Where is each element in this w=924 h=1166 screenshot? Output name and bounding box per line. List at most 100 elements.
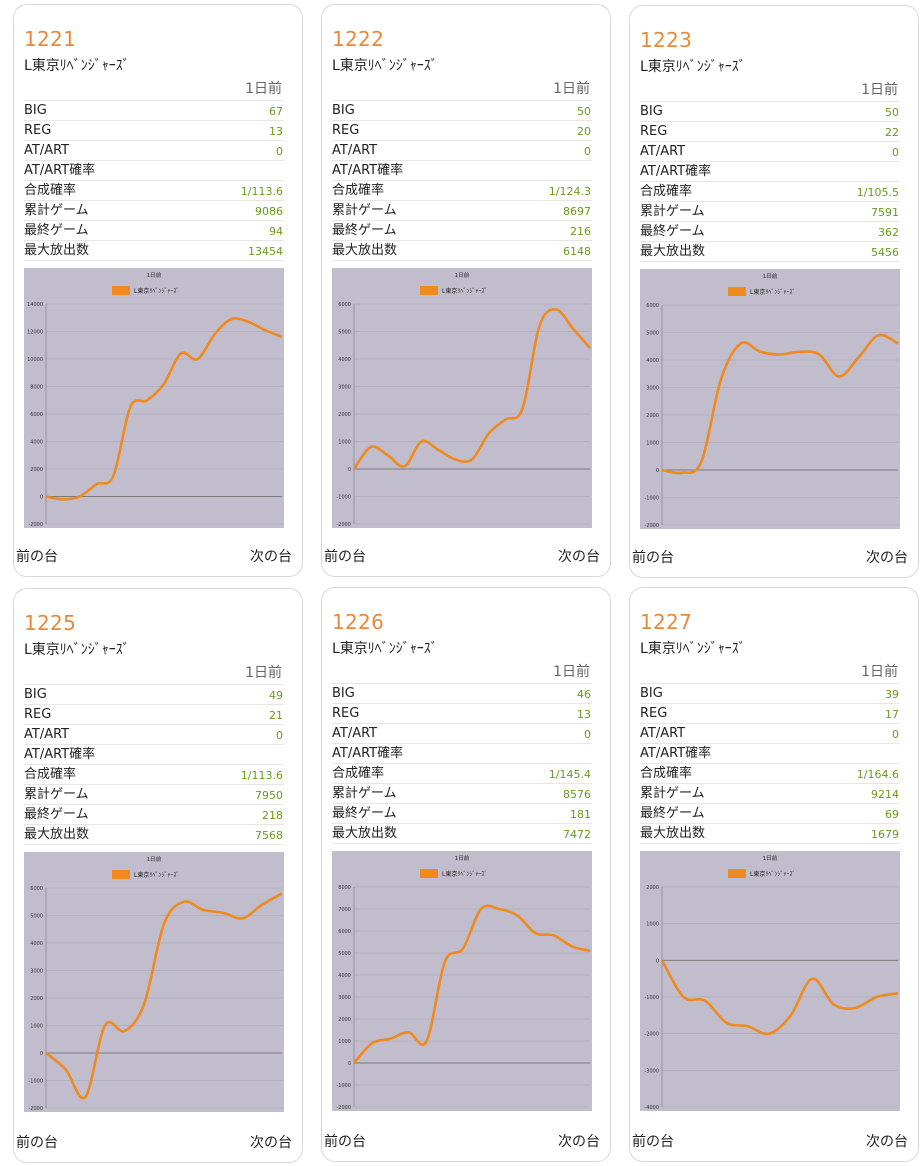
stat-label: 最大放出数	[24, 243, 90, 258]
stats-row: BIG 50	[332, 101, 592, 121]
period-header: 1日前	[332, 79, 592, 101]
y-tick-label: 2000	[338, 1017, 351, 1023]
stat-value: 20	[577, 125, 591, 138]
stats-row: 最大放出数 5456	[640, 242, 900, 262]
period-header: 1日前	[24, 79, 284, 101]
chart-legend: L東京ﾘﾍﾞﾝｼﾞｬｰｽﾞ	[420, 286, 487, 295]
stat-label: 合成確率	[640, 766, 693, 781]
y-tick-label: 12000	[27, 330, 43, 336]
stat-value: 0	[584, 728, 591, 741]
machine-number[interactable]: 1223	[640, 28, 693, 52]
legend-label: L東京ﾘﾍﾞﾝｼﾞｬｰｽﾞ	[442, 287, 487, 295]
stat-value: 50	[577, 105, 591, 118]
next-machine-link[interactable]: 次の台	[250, 549, 292, 565]
y-tick-label: 7000	[338, 907, 351, 913]
stat-label: 最終ゲーム	[332, 223, 397, 238]
stat-value: 181	[570, 808, 591, 821]
stat-label: 合成確率	[332, 766, 385, 781]
machine-number[interactable]: 1225	[24, 611, 77, 635]
slump-graph: 1日前 L東京ﾘﾍﾞﾝｼﾞｬｰｽﾞ -2000 -1000 0 1000 2000 3000 4…	[332, 268, 592, 528]
chart-title: 1日前	[763, 854, 778, 862]
prev-machine-link[interactable]: 前の台	[16, 1135, 58, 1151]
machine-number[interactable]: 1227	[640, 610, 693, 634]
line-chart: 1日前 L東京ﾘﾍﾞﾝｼﾞｬｰｽﾞ -2000 -1000 0 1000 2000 3000 4…	[336, 854, 591, 1111]
prev-machine-link[interactable]: 前の台	[632, 1134, 674, 1150]
legend-swatch	[728, 287, 746, 296]
machine-model: L東京ﾘﾍﾞﾝｼﾞｬｰｽﾞ	[332, 58, 438, 74]
stats-row: 累計ゲーム 9086	[24, 201, 284, 221]
stat-label: 累計ゲーム	[332, 786, 397, 801]
machine-model: L東京ﾘﾍﾞﾝｼﾞｬｰｽﾞ	[640, 59, 746, 75]
slump-graph: 1日前 L東京ﾘﾍﾞﾝｼﾞｬｰｽﾞ -2000 -1000 0 1000 2000 3000 4…	[332, 851, 592, 1111]
stats-row: 合成確率 1/124.3	[332, 181, 592, 201]
chart-legend: L東京ﾘﾍﾞﾝｼﾞｬｰｽﾞ	[112, 286, 179, 295]
stats-row: REG 20	[332, 121, 592, 141]
y-tick-label: 6000	[646, 303, 659, 309]
stat-label: BIG	[24, 103, 47, 118]
stat-label: REG	[640, 124, 668, 139]
stats-row: AT/ART確率	[332, 744, 592, 764]
machine-number[interactable]: 1226	[332, 610, 385, 634]
legend-swatch	[420, 869, 438, 878]
stat-label: AT/ART確率	[640, 164, 712, 179]
next-machine-link[interactable]: 次の台	[250, 1135, 292, 1151]
stats-row: 最大放出数 13454	[24, 241, 284, 261]
machine-number[interactable]: 1221	[24, 27, 77, 51]
next-machine-link[interactable]: 次の台	[866, 550, 908, 566]
stats-row: 最大放出数 6148	[332, 241, 592, 261]
machine-card: 1225 L東京ﾘﾍﾞﾝｼﾞｬｰｽﾞ 1日前 BIG 49 REG 21 AT/…	[13, 588, 303, 1163]
stats-row: 最大放出数 1679	[640, 824, 900, 844]
slump-graph: 1日前 L東京ﾘﾍﾞﾝｼﾞｬｰｽﾞ -4000 -3000 -2000 -1000 0 100…	[640, 851, 900, 1111]
stat-value: 13	[577, 708, 591, 721]
y-tick-label: -2000	[28, 1106, 43, 1112]
stat-value: 6148	[563, 245, 591, 258]
stat-label: 累計ゲーム	[24, 787, 89, 802]
machine-card: 1222 L東京ﾘﾍﾞﾝｼﾞｬｰｽﾞ 1日前 BIG 50 REG 20 AT/…	[321, 4, 611, 577]
stats-row: AT/ART確率	[24, 161, 284, 181]
prev-machine-link[interactable]: 前の台	[16, 549, 58, 565]
stats-table: 1日前 BIG 67 REG 13 AT/ART 0 AT/ART確率	[24, 79, 284, 261]
y-tick-label: 5000	[338, 951, 351, 957]
legend-swatch	[112, 286, 130, 295]
stats-table: 1日前 BIG 50 REG 22 AT/ART 0 AT/ART確率	[640, 80, 900, 262]
stat-value: 7591	[871, 206, 899, 219]
stats-row: 累計ゲーム 8576	[332, 784, 592, 804]
stats-row: 最終ゲーム 94	[24, 221, 284, 241]
prev-machine-link[interactable]: 前の台	[632, 550, 674, 566]
next-machine-link[interactable]: 次の台	[866, 1134, 908, 1150]
prev-machine-link[interactable]: 前の台	[324, 1134, 366, 1150]
stat-value: 7950	[255, 789, 283, 802]
slump-graph: 1日前 L東京ﾘﾍﾞﾝｼﾞｬｰｽﾞ -2000 0 2000 4000 6000 8000 10…	[24, 268, 284, 528]
next-machine-link[interactable]: 次の台	[558, 1134, 600, 1150]
stat-label: 最終ゲーム	[640, 224, 705, 239]
y-tick-label: -2000	[336, 1105, 351, 1111]
prev-machine-link[interactable]: 前の台	[324, 549, 366, 565]
stat-value: 1679	[871, 828, 899, 841]
stats-row: AT/ART確率	[332, 161, 592, 181]
stats-row: AT/ART 0	[332, 141, 592, 161]
stat-label: 最終ゲーム	[332, 806, 397, 821]
machine-model: L東京ﾘﾍﾞﾝｼﾞｬｰｽﾞ	[24, 58, 130, 74]
legend-label: L東京ﾘﾍﾞﾝｼﾞｬｰｽﾞ	[750, 870, 795, 878]
machine-number[interactable]: 1222	[332, 27, 385, 51]
stat-value: 22	[885, 126, 899, 139]
period-header: 1日前	[24, 663, 284, 685]
stat-label: BIG	[640, 686, 663, 701]
chart-legend: L東京ﾘﾍﾞﾝｼﾞｬｰｽﾞ	[420, 869, 487, 878]
stats-row: AT/ART 0	[640, 142, 900, 162]
y-tick-label: -2000	[28, 522, 43, 528]
stats-row: AT/ART確率	[640, 162, 900, 182]
stats-row: 最終ゲーム 69	[640, 804, 900, 824]
stat-value: 67	[269, 105, 283, 118]
y-tick-label: 6000	[338, 929, 351, 935]
next-machine-link[interactable]: 次の台	[558, 549, 600, 565]
stats-row: 最終ゲーム 181	[332, 804, 592, 824]
chart-legend: L東京ﾘﾍﾞﾝｼﾞｬｰｽﾞ	[728, 287, 795, 296]
y-tick-label: 1000	[646, 441, 659, 447]
stat-value: 362	[878, 226, 899, 239]
y-tick-label: 2000	[338, 412, 351, 418]
chart-title: 1日前	[147, 271, 162, 279]
stats-row: REG 13	[332, 704, 592, 724]
y-tick-label: 0	[348, 467, 351, 473]
stats-table: 1日前 BIG 46 REG 13 AT/ART 0 AT/ART確率	[332, 662, 592, 844]
